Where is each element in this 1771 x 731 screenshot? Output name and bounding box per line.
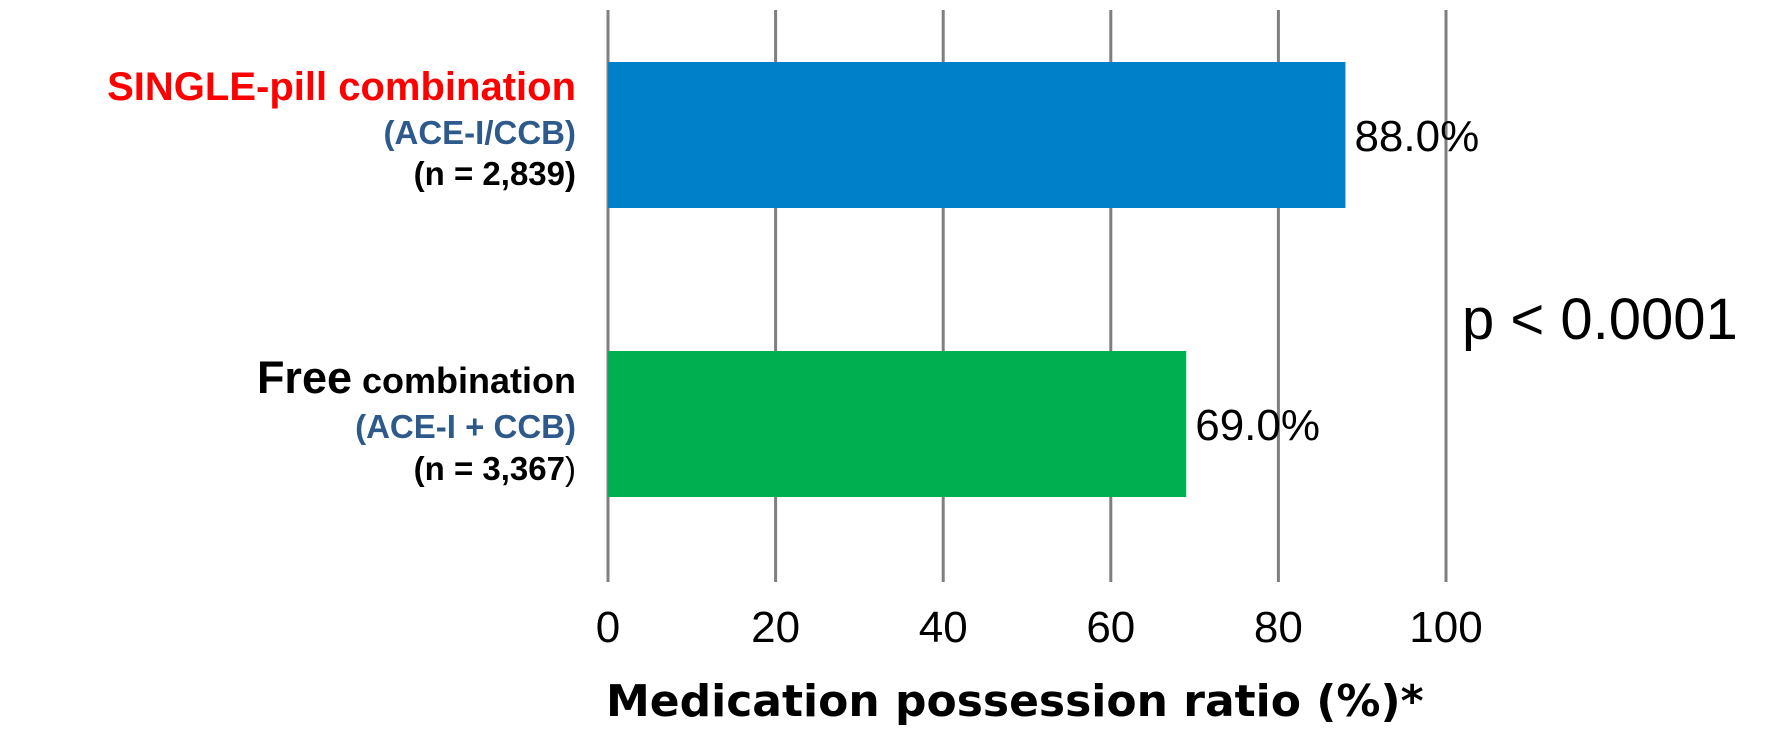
bar-1 xyxy=(608,351,1187,497)
category-label-single-pill: SINGLE-pill combination (ACE-I/CCB) (n = 2… xyxy=(107,62,576,195)
category-label-part: (n = 3,367 xyxy=(413,449,565,487)
category-label-line: (n = 2,839) xyxy=(107,153,576,194)
data-label-1: 69.0% xyxy=(1195,401,1320,450)
category-label-part: (ACE-I + CCB) xyxy=(355,408,576,446)
bar-0 xyxy=(608,62,1346,208)
category-label-suffix: ) xyxy=(565,449,576,487)
x-tick-label-20: 20 xyxy=(751,603,800,652)
category-label-free-combination: Free combination (ACE-I + CCB) (n = 3,367) xyxy=(257,350,576,489)
category-label-part: combination xyxy=(352,360,576,401)
category-label-line: Free combination xyxy=(257,350,576,406)
category-label-part: SINGLE-pill combination xyxy=(107,65,576,109)
p-value-annotation: p < 0.0001 xyxy=(1462,287,1738,352)
x-tick-label-60: 60 xyxy=(1086,603,1135,652)
x-axis-title: Medication possession ratio (%)* xyxy=(606,676,1424,727)
data-labels: 88.0% 69.0% xyxy=(1195,112,1479,450)
category-label-line: SINGLE-pill combination xyxy=(107,62,576,112)
category-label-line: (n = 3,367) xyxy=(257,448,576,489)
category-label-part: (n = 2,839) xyxy=(413,155,576,193)
x-tick-label-100: 100 xyxy=(1409,603,1482,652)
category-label-line: (ACE-I + CCB) xyxy=(257,406,576,447)
category-label-part: Free xyxy=(256,352,352,403)
category-label-line: (ACE-I/CCB) xyxy=(107,112,576,153)
x-tick-label-0: 0 xyxy=(596,603,620,652)
data-label-0: 88.0% xyxy=(1354,112,1479,161)
category-label-part: (ACE-I/CCB) xyxy=(383,114,576,151)
x-tick-label-40: 40 xyxy=(919,603,968,652)
x-tick-labels: 0 20 40 60 80 100 xyxy=(596,603,1483,652)
bars xyxy=(608,62,1346,497)
x-tick-label-80: 80 xyxy=(1254,603,1303,652)
